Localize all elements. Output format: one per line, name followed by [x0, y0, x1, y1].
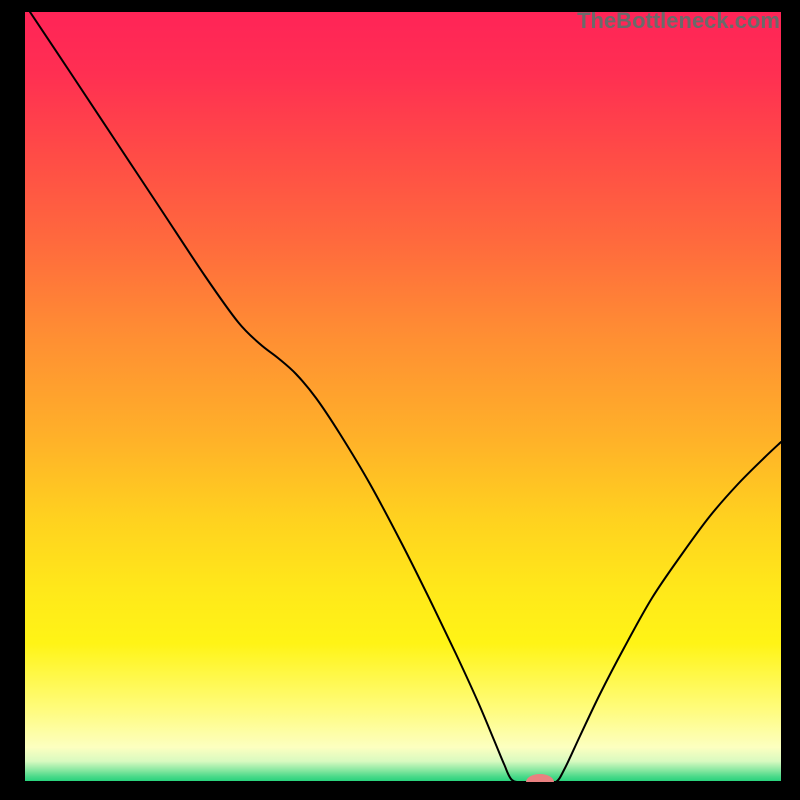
bottleneck-chart-svg: [0, 0, 800, 800]
plot-area: [25, 12, 781, 790]
gradient-background: [25, 12, 781, 782]
watermark-text: TheBottleneck.com: [577, 8, 780, 34]
chart-stage: TheBottleneck.com: [0, 0, 800, 800]
